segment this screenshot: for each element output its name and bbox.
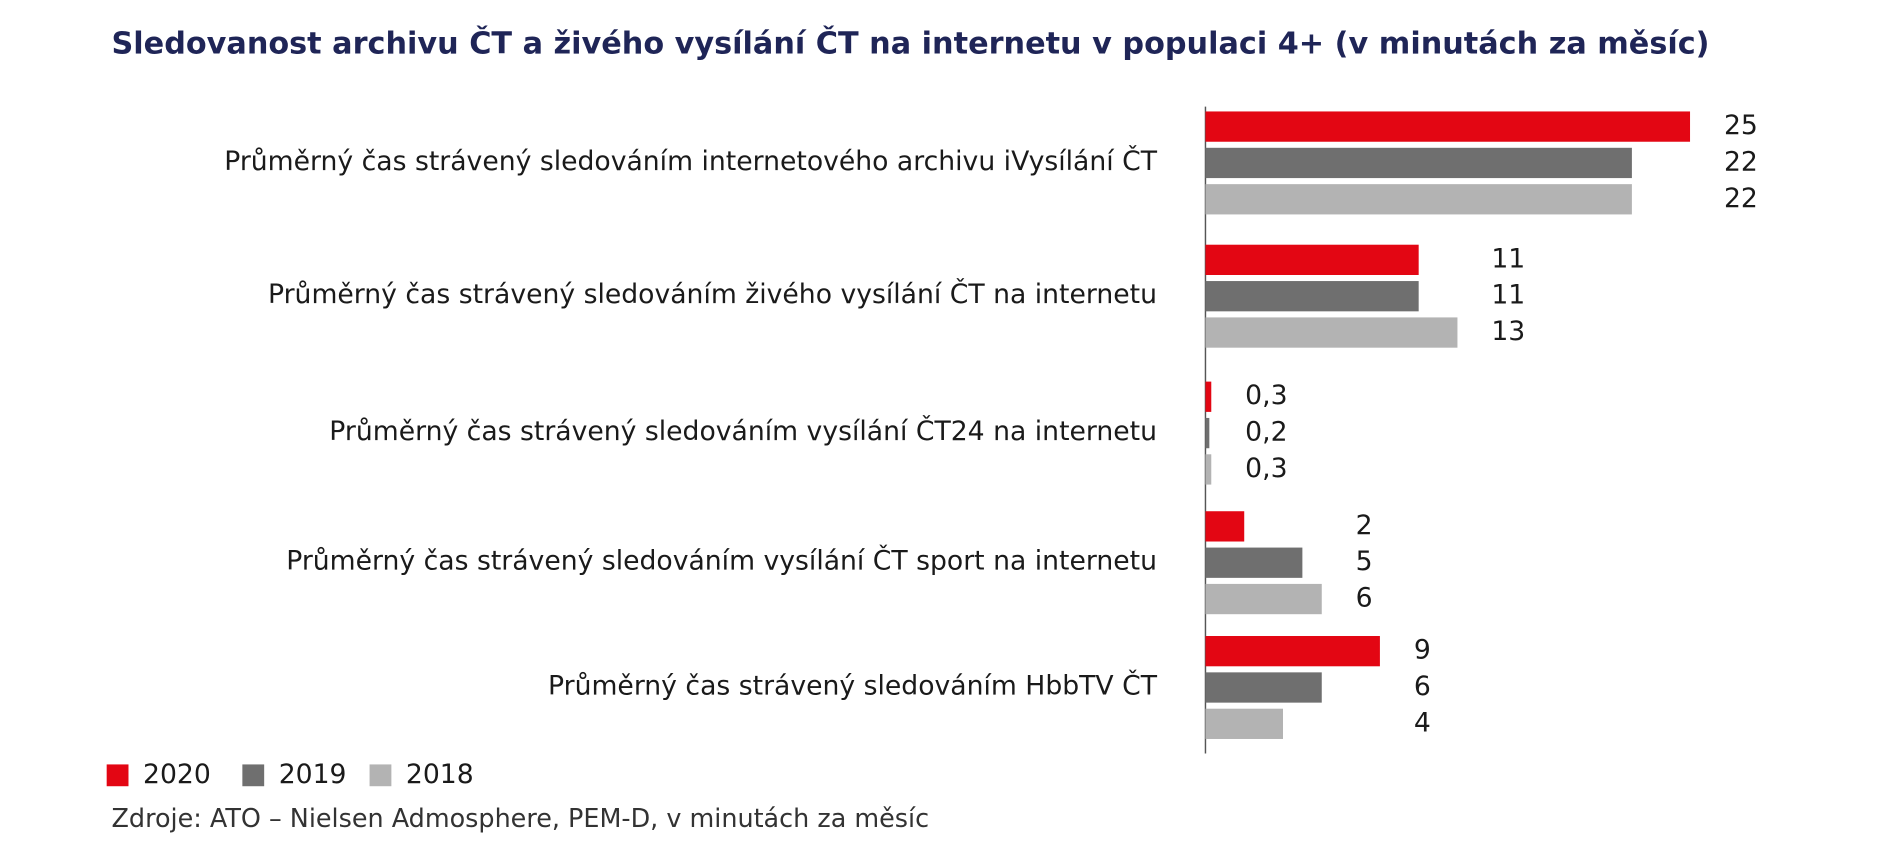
bar: [1205, 583, 1322, 615]
bar: [1205, 184, 1632, 215]
category-label: Průměrný čas strávený sledováním HbbTV Č…: [548, 669, 1158, 701]
source-note: Zdroje: ATO – Nielsen Admosphere, PEM-D,…: [112, 803, 930, 833]
legend-label: 2020: [143, 759, 211, 790]
value-label: 9: [1414, 635, 1431, 666]
value-label: 0,3: [1245, 380, 1287, 411]
value-label: 11: [1491, 243, 1525, 274]
value-label: 25: [1724, 110, 1758, 141]
bar: [1205, 381, 1212, 412]
chart-title: Sledovanost archivu ČT a živého vysílání…: [112, 24, 1710, 61]
bar: [1205, 636, 1380, 667]
bar: [1205, 708, 1283, 739]
legend-swatch: [106, 764, 129, 787]
value-label: 13: [1491, 316, 1525, 347]
value-label: 6: [1414, 671, 1431, 702]
category-label: Průměrný čas strávený sledováním vysílán…: [286, 545, 1157, 577]
value-label: 5: [1356, 546, 1373, 577]
category-label: Průměrný čas strávený sledováním interne…: [224, 145, 1157, 177]
category-label: Průměrný čas strávený sledováním živého …: [268, 278, 1157, 310]
bar: [1205, 147, 1632, 179]
bar: [1205, 317, 1458, 348]
bar: [1205, 281, 1419, 312]
bar: [1205, 454, 1212, 485]
value-label: 4: [1414, 707, 1431, 738]
value-label: 22: [1724, 183, 1758, 214]
value-label: 6: [1356, 583, 1373, 614]
bar: [1205, 547, 1303, 578]
value-label: 0,3: [1245, 453, 1287, 484]
value-label: 22: [1724, 146, 1758, 177]
bar: [1205, 417, 1210, 449]
value-label: 11: [1491, 280, 1525, 311]
value-label: 0,2: [1245, 417, 1287, 448]
legend-label: 2019: [279, 759, 347, 790]
bar: [1205, 244, 1419, 275]
legend-label: 2018: [406, 759, 474, 790]
legend-swatch: [242, 764, 265, 787]
value-label: 2: [1356, 510, 1373, 541]
category-label: Průměrný čas strávený sledováním vysílán…: [329, 415, 1157, 447]
bar: [1205, 672, 1322, 703]
bar: [1205, 111, 1691, 142]
bar: [1205, 511, 1245, 542]
legend-swatch: [369, 764, 392, 787]
